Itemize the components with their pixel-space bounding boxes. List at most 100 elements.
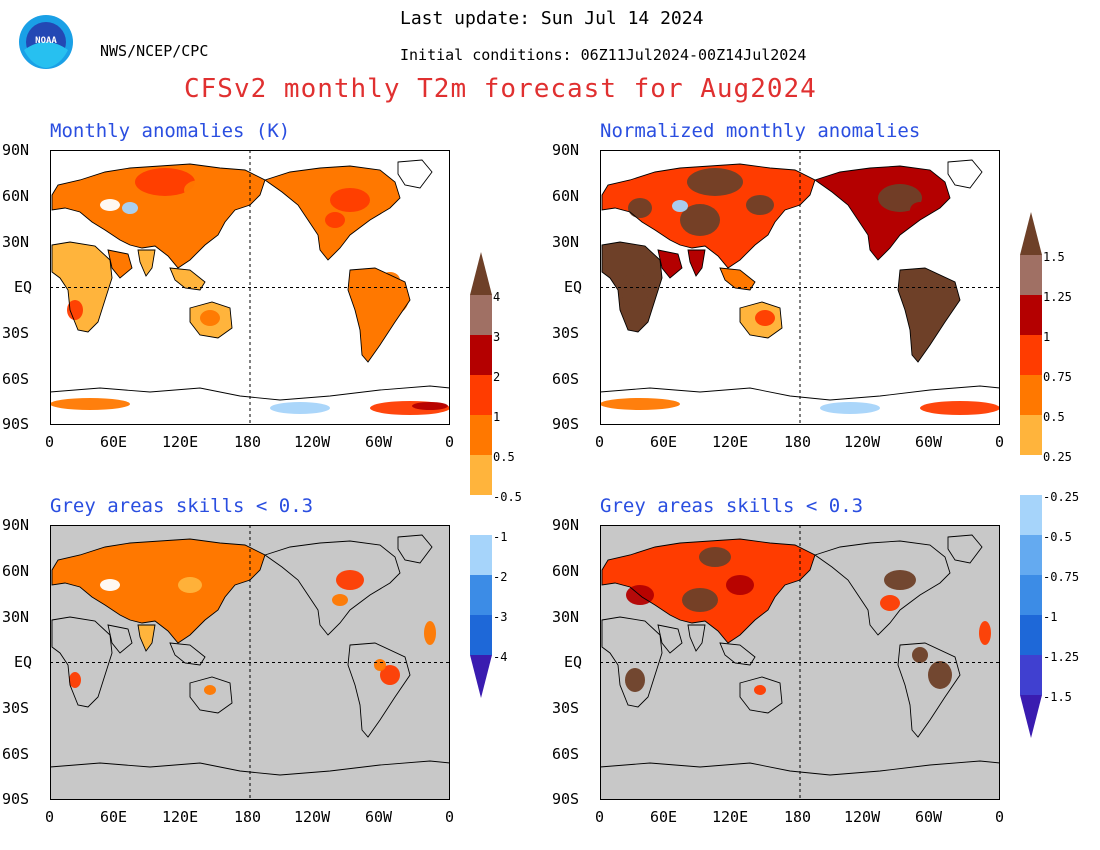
anomaly-patch — [928, 661, 952, 689]
coastline-africa — [51, 241, 113, 333]
colorbar-min-arrow — [1020, 695, 1042, 738]
anomaly-patch — [149, 547, 181, 567]
coastline-seasia — [169, 642, 206, 666]
lon-label: 0 — [445, 433, 455, 451]
colorbar-label: -0.25 — [1043, 490, 1080, 504]
colorbar-swatch — [470, 615, 492, 655]
lon-label: 0 — [995, 808, 1005, 826]
anomaly-patch — [699, 547, 731, 567]
lon-label: 60W — [365, 433, 393, 451]
lat-label: 90S — [552, 415, 580, 433]
landmass-arabia — [658, 250, 682, 278]
anomaly-patch — [50, 398, 130, 410]
coastline-eurasia — [601, 163, 816, 269]
noaa-logo: NOAA — [19, 15, 73, 69]
lon-label: 0 — [445, 808, 455, 826]
lat-label: 60S — [552, 370, 580, 388]
lat-label: 90S — [2, 415, 30, 433]
colorbar-label: -0.5 — [1043, 530, 1072, 544]
colorbar-swatch — [470, 375, 492, 415]
anomaly-patch — [336, 570, 364, 590]
lat-label: 60S — [2, 370, 30, 388]
lat-label: EQ — [14, 278, 33, 296]
lat-label: 90N — [2, 141, 30, 159]
map-normalized-anomalies — [600, 150, 1000, 425]
colorbar-swatch — [470, 415, 492, 455]
anomaly-patch — [330, 188, 370, 212]
lon-label: 0 — [595, 808, 605, 826]
colorbar-swatch — [1020, 375, 1042, 415]
anomaly-patch — [100, 579, 120, 591]
lon-label: 180 — [234, 808, 262, 826]
anomaly-patch — [687, 168, 743, 196]
svg-text:NOAA: NOAA — [35, 36, 57, 46]
last-update-text: Last update: Sun Jul 14 2024 — [400, 8, 704, 29]
coastline-antarctica — [50, 760, 450, 800]
anomaly-patch — [270, 402, 330, 414]
anomaly-patch — [122, 202, 138, 214]
lon-label: 120W — [844, 433, 881, 451]
coastline-india — [687, 249, 706, 277]
coastline-india — [137, 249, 156, 277]
lon-label: 180 — [784, 808, 812, 826]
lat-label: 30N — [552, 608, 580, 626]
landmass-seasia — [720, 643, 755, 665]
anomaly-patch — [140, 399, 220, 409]
agency-label: NWS/NCEP/CPC — [100, 42, 209, 60]
colorbar-min-arrow — [470, 655, 492, 698]
colorbar-label: 1 — [1043, 330, 1051, 344]
anomaly-patch — [621, 272, 649, 308]
lon-label: 60E — [650, 433, 678, 451]
colorbar-label: -1.25 — [1043, 650, 1080, 664]
coastline-antarctica — [50, 385, 450, 425]
anomaly-patch — [878, 184, 922, 212]
lat-label: 90N — [552, 141, 580, 159]
colorbar-swatch — [470, 495, 492, 535]
lat-label: 30S — [552, 324, 580, 342]
lat-label: 60N — [552, 562, 580, 580]
colorbar-label: 0.25 — [1043, 450, 1072, 464]
lon-label: 60W — [915, 433, 943, 451]
landmass-arabia — [658, 625, 682, 653]
anomaly-patch — [625, 668, 645, 692]
coastline-africa — [601, 616, 663, 708]
anomaly-patch — [380, 272, 400, 288]
anomaly-patch — [325, 212, 345, 228]
landmass-seasia — [170, 268, 205, 290]
map-frame — [50, 150, 450, 425]
lon-label: 0 — [995, 433, 1005, 451]
landmass-antarctica — [50, 761, 450, 800]
coastline-antarctica — [600, 385, 1000, 425]
colorbar-label: 4 — [493, 290, 501, 304]
lon-label: 60W — [915, 808, 943, 826]
colorbar-label: -1 — [1043, 610, 1058, 624]
landmass-arabia — [108, 250, 132, 278]
anomaly-patch — [884, 570, 916, 590]
coastline-australia — [739, 676, 783, 714]
landmass-antarctica — [600, 761, 1000, 800]
map-frame — [50, 525, 450, 800]
landmass-antarctica — [600, 386, 1000, 425]
anomaly-patch — [332, 594, 348, 606]
map-anomalies — [50, 150, 450, 425]
lon-label: 120E — [162, 433, 199, 451]
lon-label: 120W — [294, 808, 331, 826]
colorbar-label: -1 — [493, 530, 508, 544]
coastline-namerica — [264, 540, 401, 636]
lat-label: 60N — [552, 187, 580, 205]
lat-label: EQ — [564, 653, 583, 671]
landmass-seasia — [720, 268, 755, 290]
colorbar-label: 1 — [493, 410, 501, 424]
coastline-arabia — [107, 249, 133, 279]
coastline-antarctica — [600, 760, 1000, 800]
lon-label: 120E — [162, 808, 199, 826]
colorbar-swatch — [1020, 615, 1042, 655]
colorbar-label: 3 — [493, 330, 501, 344]
anomaly-patch — [600, 398, 680, 410]
colorbar-label: -4 — [493, 650, 508, 664]
anomaly-patch — [184, 180, 216, 200]
lat-label: 90S — [552, 790, 580, 808]
coastline-australia — [739, 301, 783, 339]
coastline-eurasia — [601, 538, 816, 644]
colorbar-anomalies — [470, 252, 492, 698]
